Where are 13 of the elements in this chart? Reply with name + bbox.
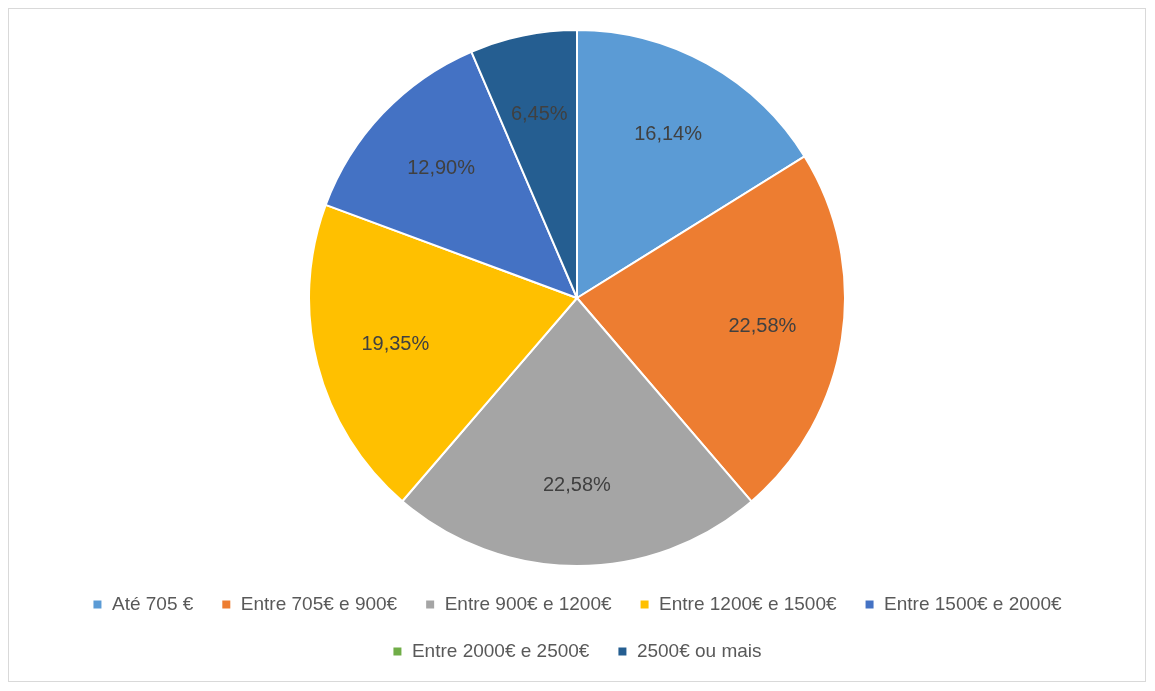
- legend-label: Entre 900€ e 1200€: [444, 592, 612, 614]
- legend-label: Entre 1200€ e 1500€: [659, 592, 837, 614]
- data-label: 22,58%: [542, 473, 612, 496]
- data-label: 12,90%: [407, 156, 476, 179]
- data-label: 16,14%: [634, 121, 703, 144]
- data-label: 19,35%: [361, 332, 430, 355]
- legend-label: Entre 1500€ e 2000€: [884, 592, 1062, 614]
- data-label: 22,58%: [728, 314, 797, 337]
- legend-label: Entre 705€ e 900€: [240, 592, 398, 614]
- legend-label: 2500€ ou mais: [636, 639, 762, 661]
- data-label: 6,45%: [510, 101, 568, 124]
- legend-label: Entre 2000€ e 2500€: [411, 639, 590, 661]
- legend-label: Até 705 €: [111, 592, 194, 614]
